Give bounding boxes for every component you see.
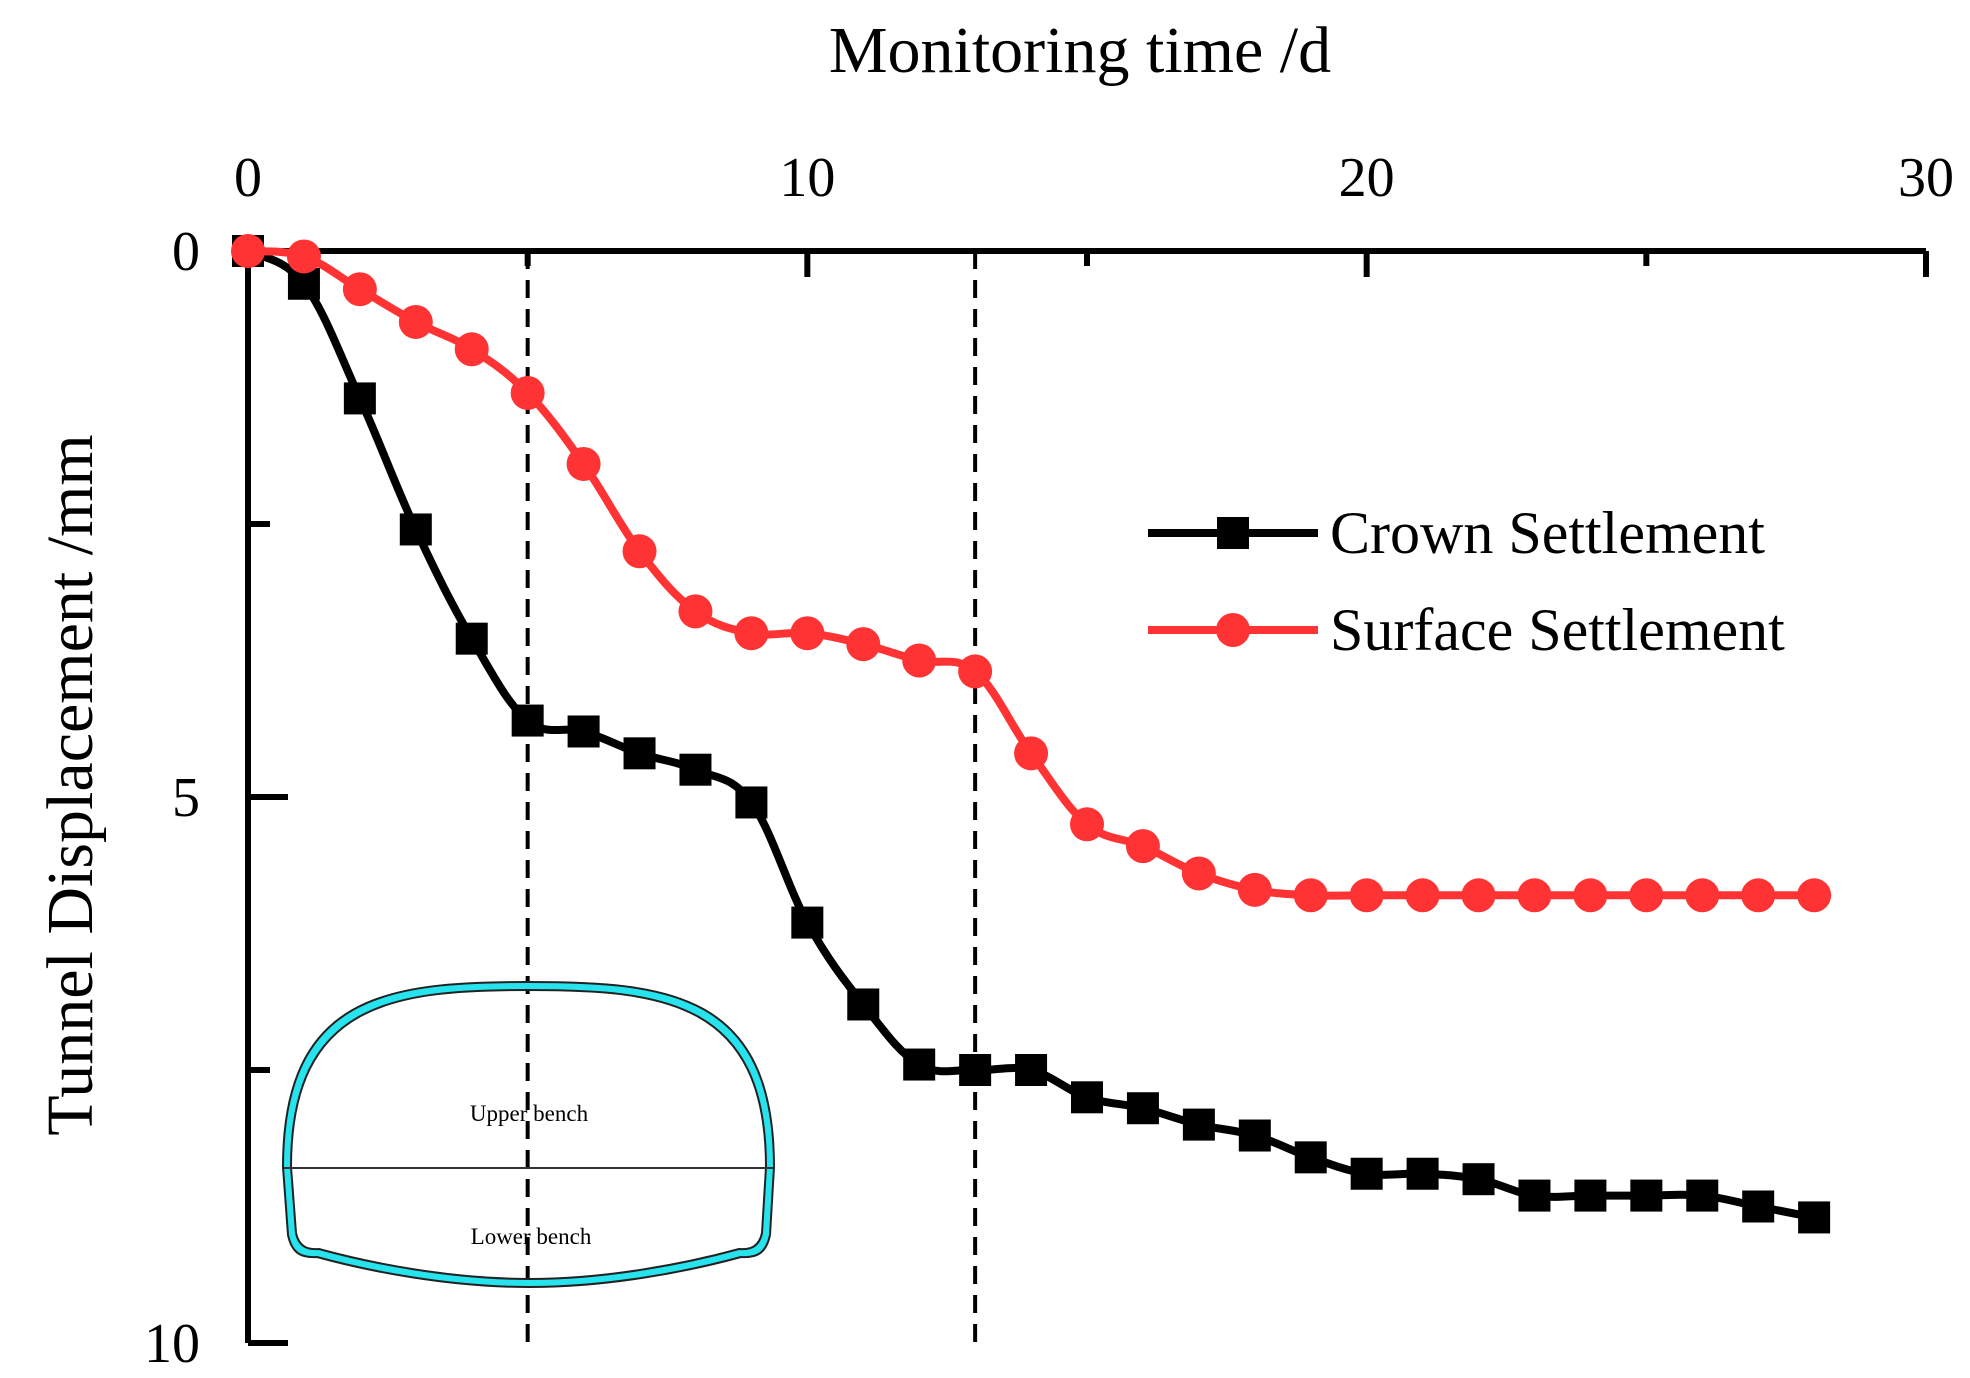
surface-data-point: [286, 239, 321, 274]
tunnel-lining-shape: [281, 980, 776, 1289]
crown-data-point: [399, 513, 432, 546]
y-tick-label: 5: [172, 767, 200, 829]
surface-data-point: [1237, 872, 1272, 907]
crown-data-point: [1071, 1081, 1103, 1114]
reference-lines: [525, 251, 978, 1343]
x-tick-label: 20: [1339, 147, 1395, 209]
surface-data-point: [1181, 856, 1216, 891]
crown-data-point: [343, 382, 376, 415]
surface-data-point: [398, 304, 433, 339]
x-tick-label: 10: [779, 147, 835, 209]
surface-data-point: [1685, 878, 1720, 913]
surface-data-point: [1573, 878, 1608, 913]
legend-surface-marker: [1216, 613, 1250, 647]
crown-data-point: [567, 715, 600, 748]
legend-crown-label: Crown Settlement: [1330, 500, 1765, 566]
surface-data-point: [1797, 878, 1832, 913]
surface-data-point: [902, 643, 937, 678]
surface-data-point: [958, 654, 993, 689]
legend-crown-marker: [1217, 517, 1249, 549]
y-tick-label: 10: [144, 1313, 200, 1375]
crown-data-point: [1798, 1201, 1831, 1234]
surface-data-point: [510, 375, 545, 410]
crown-data-point: [1182, 1108, 1215, 1141]
crown-data-point: [1574, 1179, 1607, 1212]
surface-data-point: [1405, 878, 1440, 913]
surface-data-point: [1293, 878, 1328, 913]
series-crown-settlement: [232, 235, 1831, 1234]
surface-data-point: [1517, 878, 1552, 913]
crown-data-point: [1742, 1190, 1775, 1223]
crown-data-point: [847, 988, 880, 1021]
crown-data-point: [1406, 1157, 1439, 1190]
x-tick-label: 30: [1898, 147, 1954, 209]
crown-data-point: [1015, 1054, 1048, 1086]
crown-data-point: [1630, 1179, 1663, 1212]
crown-data-point: [511, 704, 544, 737]
series-surface-settlement: [231, 234, 1832, 913]
lower-bench-label: Lower bench: [471, 1224, 592, 1249]
surface-data-point: [454, 332, 489, 367]
surface-data-point: [1741, 878, 1776, 913]
legend-item-surface: Surface Settlement: [1148, 597, 1785, 663]
surface-data-point: [342, 272, 377, 307]
surface-data-point: [1349, 878, 1384, 913]
crown-data-point: [679, 753, 712, 786]
surface-data-point: [622, 534, 657, 569]
surface-data-point: [678, 594, 713, 629]
upper-bench-label: Upper bench: [470, 1101, 589, 1126]
crown-data-point: [1238, 1119, 1271, 1152]
crown-data-point: [1294, 1141, 1327, 1174]
legend-surface-label: Surface Settlement: [1330, 597, 1785, 663]
crown-data-point: [959, 1054, 992, 1086]
surface-data-point: [1461, 878, 1496, 913]
crown-data-point: [1462, 1163, 1495, 1196]
legend-item-crown: Crown Settlement: [1148, 500, 1765, 566]
x-axis-title: Monitoring time /d: [829, 14, 1331, 87]
crown-data-point: [623, 737, 656, 770]
crown-data-point: [1126, 1092, 1159, 1125]
y-tick-label: 0: [172, 221, 200, 283]
crown-data-point: [1686, 1179, 1719, 1212]
surface-data-point: [846, 627, 881, 662]
series-layer: [231, 234, 1832, 1234]
crown-data-point: [455, 622, 488, 655]
surface-data-point: [734, 616, 769, 651]
tunnel-section-inset: Upper bench Lower bench: [281, 980, 776, 1289]
legend: Crown Settlement Surface Settlement: [1148, 500, 1785, 663]
crown-data-point: [735, 786, 768, 819]
crown-data-point: [903, 1048, 936, 1081]
surface-data-point: [1070, 807, 1104, 842]
surface-data-point: [231, 234, 265, 268]
surface-data-point: [1629, 878, 1664, 913]
surface-data-point: [1014, 736, 1049, 771]
surface-data-point: [566, 446, 601, 481]
crown-data-point: [1518, 1179, 1551, 1212]
y-axis-title: Tunnel Displacement /mm: [34, 434, 107, 1136]
surface-data-point: [790, 616, 825, 651]
crown-data-point: [791, 906, 824, 939]
x-tick-label: 0: [234, 147, 262, 209]
surface-data-point: [1125, 829, 1160, 864]
ticks-layer: 0 10 20 30 0 5 10: [144, 147, 1954, 1375]
crown-data-point: [1350, 1157, 1383, 1190]
